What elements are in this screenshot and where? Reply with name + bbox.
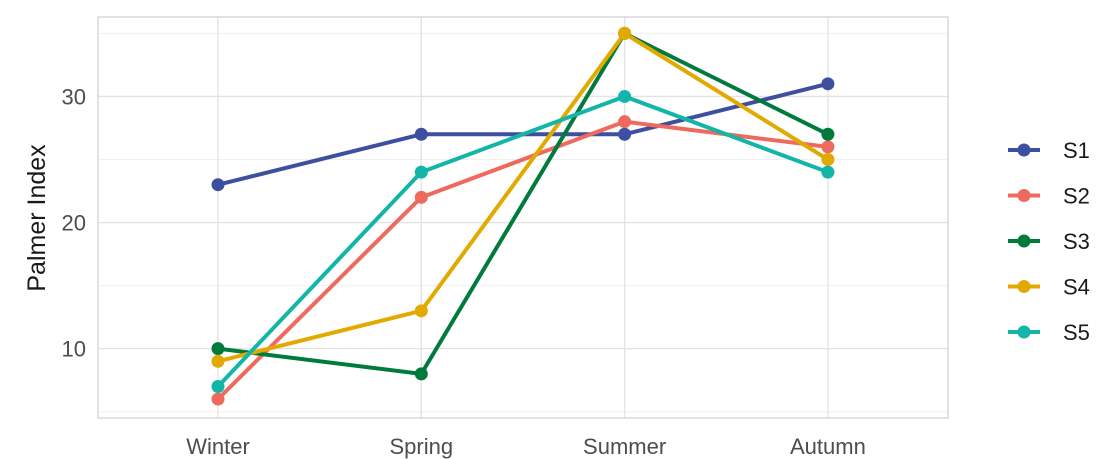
legend-key-point [1017,143,1031,157]
series-line-s4 [216,31,830,364]
y-tick-label: 30 [62,84,86,109]
data-point-s5 [821,165,835,179]
data-point-s3 [414,367,428,381]
legend: S1 S2 S3 S4 S5 [1008,138,1090,345]
legend-label: S3 [1063,229,1090,254]
x-tick-label: Autumn [790,434,866,459]
data-point-s5 [414,165,428,179]
legend-key-point [1017,189,1031,202]
y-axis-title: Palmer Index [23,144,51,292]
data-point-s4 [618,26,632,40]
data-point-s5 [211,379,225,393]
data-point-s1 [618,127,632,141]
x-tick-label: Summer [583,434,666,459]
x-tick-label: Spring [390,434,454,459]
data-point-s1 [414,127,428,141]
data-point-s3 [211,342,225,356]
data-point-s4 [211,354,225,368]
data-point-s2 [821,140,835,154]
series-line-s3 [216,31,830,376]
y-axis-ticks: 10 20 30 [62,84,86,361]
plot-panel-border [97,16,949,419]
legend-key-point [1017,234,1031,248]
legend-label: S1 [1063,138,1090,163]
data-point-s1 [821,77,835,91]
data-point-s2 [211,392,225,406]
data-point-s1 [211,178,225,192]
y-tick-label: 10 [62,337,86,362]
series-line-s5 [216,94,830,389]
legend-label: S5 [1063,320,1090,345]
x-axis-ticks: Winter Spring Summer Autumn [186,434,866,459]
x-tick-label: Winter [186,434,250,459]
series-lines [216,31,830,402]
data-point-s2 [414,190,428,204]
data-point-s3 [821,127,835,141]
data-point-s5 [618,89,632,103]
legend-key-point [1017,280,1031,293]
series-points [211,26,835,406]
legend-key-point [1017,325,1031,339]
y-tick-label: 20 [62,211,86,236]
legend-label: S4 [1063,275,1090,300]
data-point-s2 [618,115,632,129]
data-point-s4 [414,304,428,318]
data-point-s4 [821,152,835,166]
legend-label: S2 [1063,184,1090,209]
